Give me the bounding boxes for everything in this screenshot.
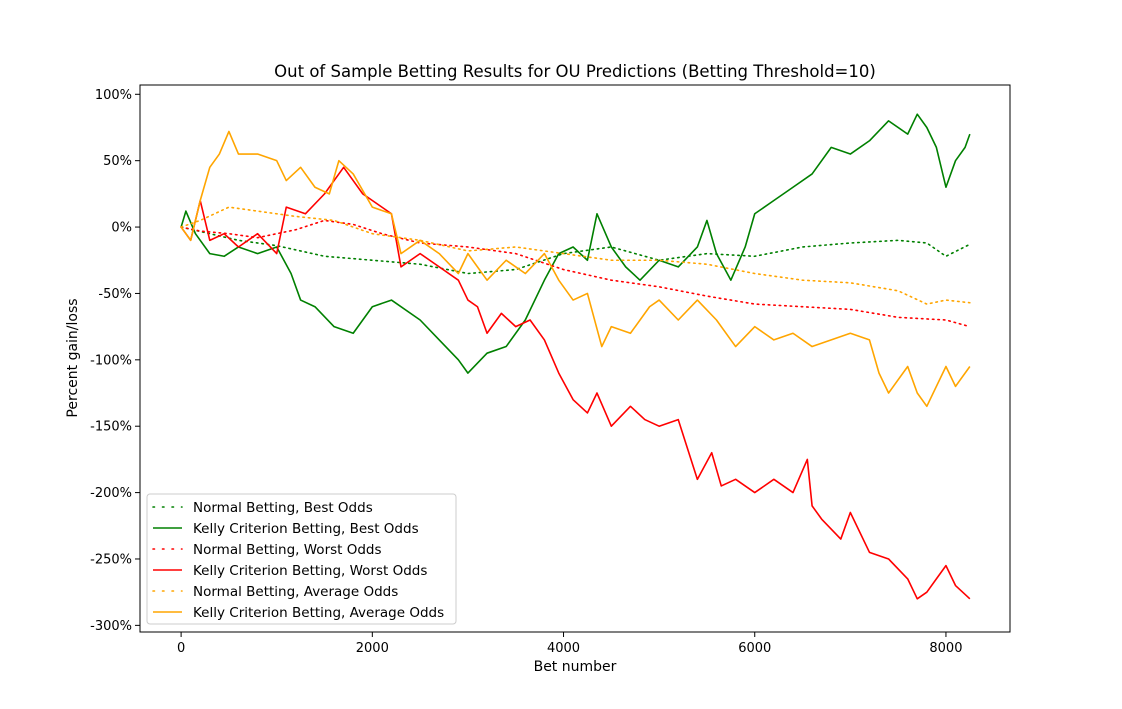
plot-frame [139, 84, 1011, 633]
legend-box [146, 493, 457, 625]
y-tick-label: -150% [90, 420, 132, 435]
x-tick-label: 8000 [929, 641, 962, 656]
legend-label-1: Normal Betting, Best Odds [193, 500, 373, 516]
legend: Normal Betting, Best Odds Kelly Criterion… [146, 493, 457, 625]
legend-label-3: Normal Betting, Worst Odds [193, 542, 382, 558]
legend-label-6: Kelly Criterion Betting, Average Odds [193, 605, 444, 621]
x-axis-label: Bet number [534, 659, 617, 675]
y-tick-label: 50% [103, 154, 132, 169]
y-axis-label: Percent gain/loss [65, 298, 81, 417]
series-group [180, 113, 971, 600]
y-tick-label: 0% [111, 221, 132, 236]
y-tick-label: -300% [90, 619, 132, 634]
x-axis: 0 2000 4000 6000 8000 [177, 632, 962, 656]
y-tick-label: -200% [90, 486, 132, 501]
series-line-5 [180, 206, 971, 305]
y-tick-label: 100% [95, 88, 132, 103]
x-tick-label: 2000 [356, 641, 389, 656]
y-tick-label: -100% [90, 353, 132, 368]
series-line-1 [180, 226, 971, 275]
series-line-4 [180, 166, 971, 600]
plot-area [139, 84, 1011, 633]
y-axis: 100% 50% 0% -50% -100% -150% -200% -250% -300% [90, 88, 140, 634]
y-tick-label: -50% [98, 287, 132, 302]
y-tick-label: -250% [90, 552, 132, 567]
x-tick-label: 0 [177, 641, 185, 656]
x-tick-label: 4000 [547, 641, 580, 656]
legend-label-5: Normal Betting, Average Odds [193, 584, 398, 600]
legend-label-4: Kelly Criterion Betting, Worst Odds [193, 563, 427, 579]
chart-title: Out of Sample Betting Results for OU Pre… [274, 62, 876, 81]
series-line-2 [180, 113, 971, 374]
series-line-6 [180, 130, 971, 408]
x-tick-label: 6000 [738, 641, 771, 656]
legend-label-2: Kelly Criterion Betting, Best Odds [193, 521, 419, 537]
series-line-3 [180, 219, 971, 328]
